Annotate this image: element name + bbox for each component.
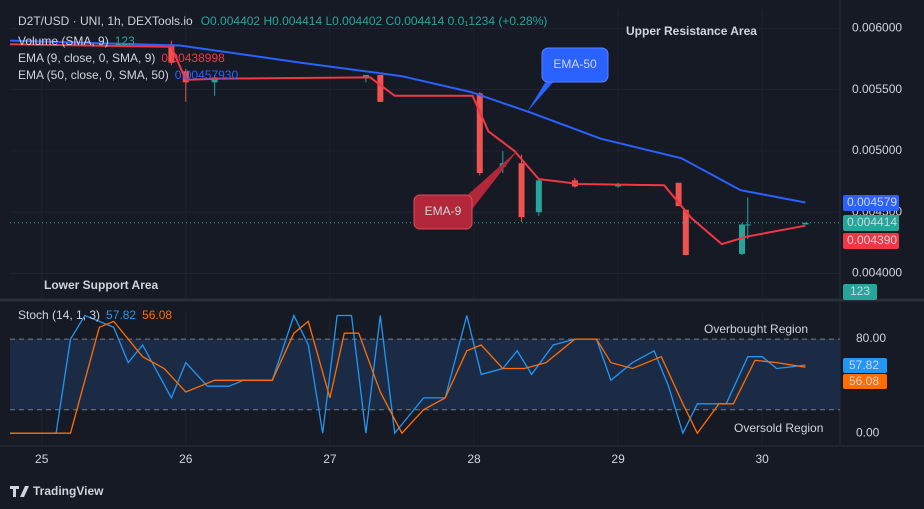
indicator-value: 56.08 — [142, 308, 172, 322]
candle-body — [518, 163, 525, 218]
line-series — [9, 43, 806, 246]
candle-body — [675, 182, 682, 207]
x-tick-label: 27 — [323, 452, 337, 466]
line-series — [9, 39, 806, 204]
x-tick-label: 25 — [35, 452, 49, 466]
candle-body — [739, 224, 746, 254]
candle-body — [168, 44, 175, 63]
callout-label: EMA-9 — [425, 204, 462, 218]
callout-pointer — [462, 150, 518, 212]
x-tick-label: 28 — [467, 452, 481, 466]
ema50-price-tag: 0.004579 — [847, 195, 897, 209]
legend-line: EMA (50, close, 0, SMA, 50) 0.00457930 — [18, 68, 238, 82]
legend-label: EMA (50, close, 0, SMA, 50) — [18, 68, 169, 82]
line-series — [10, 320, 806, 435]
y-tick-label: 0.004000 — [852, 266, 902, 280]
x-tick-label: 29 — [611, 452, 625, 466]
y-tick-label: 0.006000 — [852, 21, 902, 35]
candle-body — [211, 77, 218, 83]
ema50-price-tag-bg — [843, 195, 899, 211]
y-tick-label: 0.005500 — [852, 82, 902, 96]
y-tick-label: 0.005000 — [852, 143, 902, 157]
x-tick-label: 26 — [179, 452, 193, 466]
candle-body — [682, 209, 689, 256]
callout-box — [541, 47, 609, 83]
candle-body — [744, 224, 751, 226]
candle-body — [362, 74, 369, 78]
value-tag: 57.82 — [849, 358, 879, 372]
annotation: Lower Support Area — [44, 278, 159, 292]
band-fill — [10, 339, 840, 410]
annotation: Upper Resistance Area — [626, 24, 757, 38]
volume-tag-bg — [843, 284, 877, 300]
value-tag-bg — [843, 374, 887, 389]
legend-line: Volume (SMA, 9) 123 — [18, 34, 135, 48]
y-tick-label: 0.00 — [856, 425, 880, 439]
legend-label: EMA (9, close, 0, SMA, 9) — [18, 51, 155, 65]
candle-body — [802, 222, 809, 225]
candle-body — [476, 93, 483, 173]
value-tag-bg — [843, 358, 887, 373]
callout-pointer — [527, 78, 555, 112]
close-price-tag: 0.004414 — [847, 215, 897, 229]
close-price-tag-bg — [843, 215, 899, 231]
legend-value: 123 — [115, 34, 135, 48]
callout-box — [413, 194, 473, 230]
legend-label: Volume (SMA, 9) — [18, 34, 109, 48]
volume-tag: 123 — [850, 284, 870, 298]
callout-label: EMA-50 — [553, 57, 597, 71]
indicator-value: 57.82 — [106, 308, 136, 322]
legend-value: 0.00438998 — [161, 51, 225, 65]
title-text: D2T/USD · UNI, 1h, DEXTools.io — [18, 14, 193, 28]
line-series — [10, 313, 806, 435]
x-tick-label: 30 — [756, 452, 770, 466]
candle-body — [535, 180, 542, 213]
ema9-price-tag: 0.004390 — [847, 233, 897, 247]
branding: TradingView — [33, 484, 104, 498]
y-tick-label: 80.00 — [856, 331, 886, 345]
legend-line: EMA (9, close, 0, SMA, 9) 0.00438998 — [18, 51, 225, 65]
annotation: Overbought Region — [704, 322, 808, 336]
candle-body — [182, 71, 189, 83]
value-tag: 56.08 — [849, 374, 879, 388]
logo-icon — [10, 486, 29, 497]
indicator-title: Stoch (14, 1, 3) — [18, 308, 100, 322]
indicator-legend: Stoch (14, 1, 3) 57.82 56.08 — [18, 308, 172, 322]
annotation: Oversold Region — [734, 421, 823, 435]
ohlc-text: O0.004402 H0.004414 L0.004402 C0.004414 … — [201, 14, 548, 28]
chart-title: D2T/USD · UNI, 1h, DEXTools.io O0.004402 … — [18, 14, 547, 28]
candle-body — [377, 74, 384, 102]
legend-value: 0.00457930 — [175, 68, 239, 82]
ema9-price-tag-bg — [843, 233, 899, 249]
